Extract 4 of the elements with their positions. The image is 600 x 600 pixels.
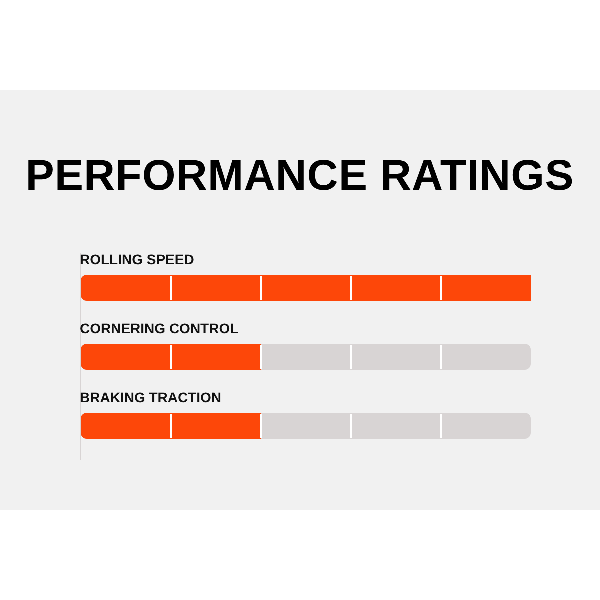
chart-title: PERFORMANCE RATINGS — [24, 152, 576, 201]
y-tick-label: CORNERING CONTROL — [80, 320, 240, 336]
y-tick-label: BRAKING TRACTION — [80, 390, 222, 406]
y-tick-label: ROLLING SPEED — [80, 252, 194, 268]
